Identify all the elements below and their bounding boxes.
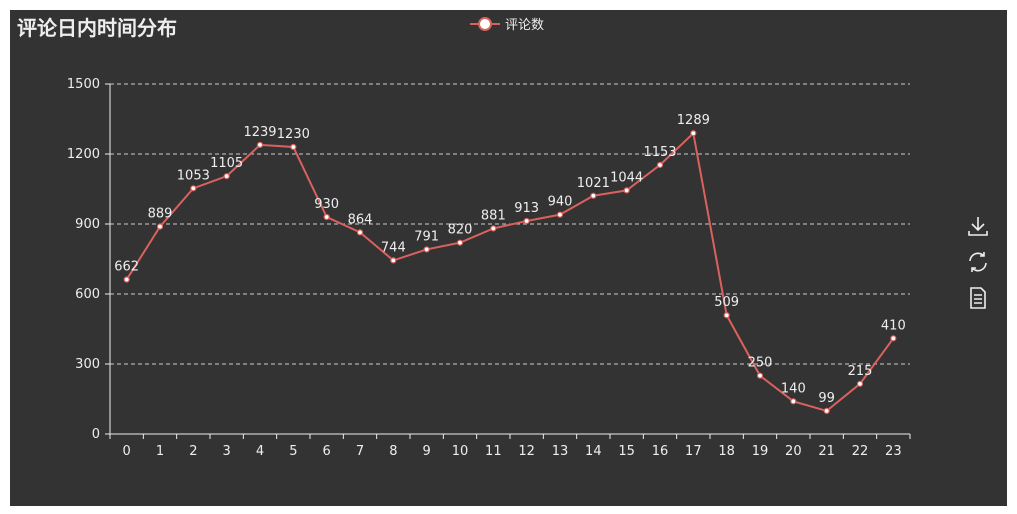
x-tick-label: 7 — [356, 444, 364, 459]
x-tick-label: 10 — [452, 444, 469, 459]
chart-title: 评论日内时间分布 — [17, 16, 177, 40]
data-point[interactable] — [190, 185, 197, 192]
toolbox — [966, 214, 990, 322]
data-label: 1289 — [677, 113, 710, 128]
data-point[interactable] — [790, 398, 797, 405]
data-point[interactable] — [723, 312, 730, 319]
y-tick-label: 1200 — [67, 147, 100, 162]
data-label: 1105 — [210, 156, 243, 171]
data-point[interactable] — [456, 239, 464, 246]
x-tick-label: 8 — [389, 444, 397, 459]
data-label: 930 — [314, 197, 339, 212]
data-point[interactable] — [656, 161, 664, 169]
y-tick-label: 1500 — [67, 77, 100, 92]
data-label: 1153 — [643, 145, 676, 160]
data-point[interactable] — [256, 141, 264, 148]
legend-item[interactable]: 评论数 — [470, 14, 544, 33]
data-label: 940 — [548, 195, 573, 210]
data-label: 250 — [748, 356, 773, 371]
data-label: 140 — [781, 381, 806, 396]
data-point[interactable] — [356, 229, 364, 236]
x-tick-label: 21 — [818, 444, 835, 459]
x-tick-label: 0 — [123, 444, 131, 459]
x-tick-label: 5 — [289, 444, 297, 459]
series-line — [125, 131, 895, 413]
x-tick-label: 15 — [618, 444, 635, 459]
data-point[interactable] — [756, 372, 764, 379]
data-label: 913 — [514, 201, 539, 216]
data-point[interactable] — [856, 380, 864, 387]
data-label: 864 — [348, 212, 373, 227]
x-tick-label: 23 — [885, 444, 902, 459]
x-tick-label: 18 — [718, 444, 735, 459]
data-point[interactable] — [523, 217, 530, 225]
x-tick-label: 20 — [785, 444, 802, 459]
data-label: 99 — [818, 391, 835, 406]
data-label: 820 — [448, 223, 473, 238]
data-point[interactable] — [290, 143, 297, 151]
data-label: 791 — [414, 229, 439, 244]
download-icon[interactable] — [966, 214, 990, 238]
refresh-icon[interactable] — [966, 250, 990, 274]
x-tick-label: 3 — [223, 444, 231, 459]
data-label: 662 — [114, 260, 139, 275]
data-point[interactable] — [590, 192, 597, 199]
data-label: 1053 — [177, 168, 210, 183]
x-tick-label: 16 — [652, 444, 669, 459]
data-label: 1021 — [577, 176, 610, 191]
x-tick-label: 22 — [852, 444, 869, 459]
data-label: 1230 — [277, 127, 310, 142]
y-tick-label: 0 — [92, 427, 100, 442]
data-label: 1044 — [610, 170, 643, 185]
x-tick-label: 14 — [585, 444, 602, 459]
x-tick-label: 9 — [423, 444, 431, 459]
x-tick-label: 6 — [323, 444, 331, 459]
data-point[interactable] — [890, 335, 897, 342]
x-tick-label: 1 — [156, 444, 164, 459]
data-point[interactable] — [823, 407, 830, 414]
data-point[interactable] — [423, 246, 430, 253]
chart-panel: 评论日内时间分布 评论数 0 300 600 900 1200 1500 0 1 2 3 4 5 6 7 8… — [10, 10, 1007, 506]
x-tick-label: 4 — [256, 444, 264, 459]
data-label: 881 — [481, 208, 506, 223]
y-tick-label: 600 — [75, 287, 100, 302]
data-point[interactable] — [556, 211, 564, 218]
data-label: 215 — [848, 364, 873, 379]
x-tick-label: 12 — [518, 444, 535, 459]
data-point[interactable] — [123, 276, 130, 283]
x-tick-label: 19 — [752, 444, 769, 459]
data-point[interactable] — [690, 130, 697, 137]
data-point[interactable] — [323, 213, 330, 221]
data-label: 889 — [148, 207, 173, 222]
data-point[interactable] — [223, 173, 230, 180]
legend-label: 评论数 — [505, 18, 545, 33]
data-point[interactable] — [156, 223, 164, 230]
data-point[interactable] — [390, 257, 397, 264]
data-label: 410 — [881, 318, 906, 333]
data-label: 744 — [381, 240, 406, 255]
x-tick-label: 13 — [552, 444, 569, 459]
x-tick-label: 11 — [485, 444, 502, 459]
data-point[interactable] — [623, 187, 630, 194]
data-point[interactable] — [490, 225, 497, 232]
y-tick-label: 300 — [75, 357, 100, 372]
data-view-icon[interactable] — [966, 286, 990, 310]
data-label: 509 — [714, 295, 739, 310]
x-tick-label: 2 — [189, 444, 197, 459]
legend-marker-icon — [470, 16, 500, 31]
x-tick-label: 17 — [685, 444, 702, 459]
y-tick-label: 900 — [75, 217, 100, 232]
data-label: 1239 — [243, 125, 276, 140]
